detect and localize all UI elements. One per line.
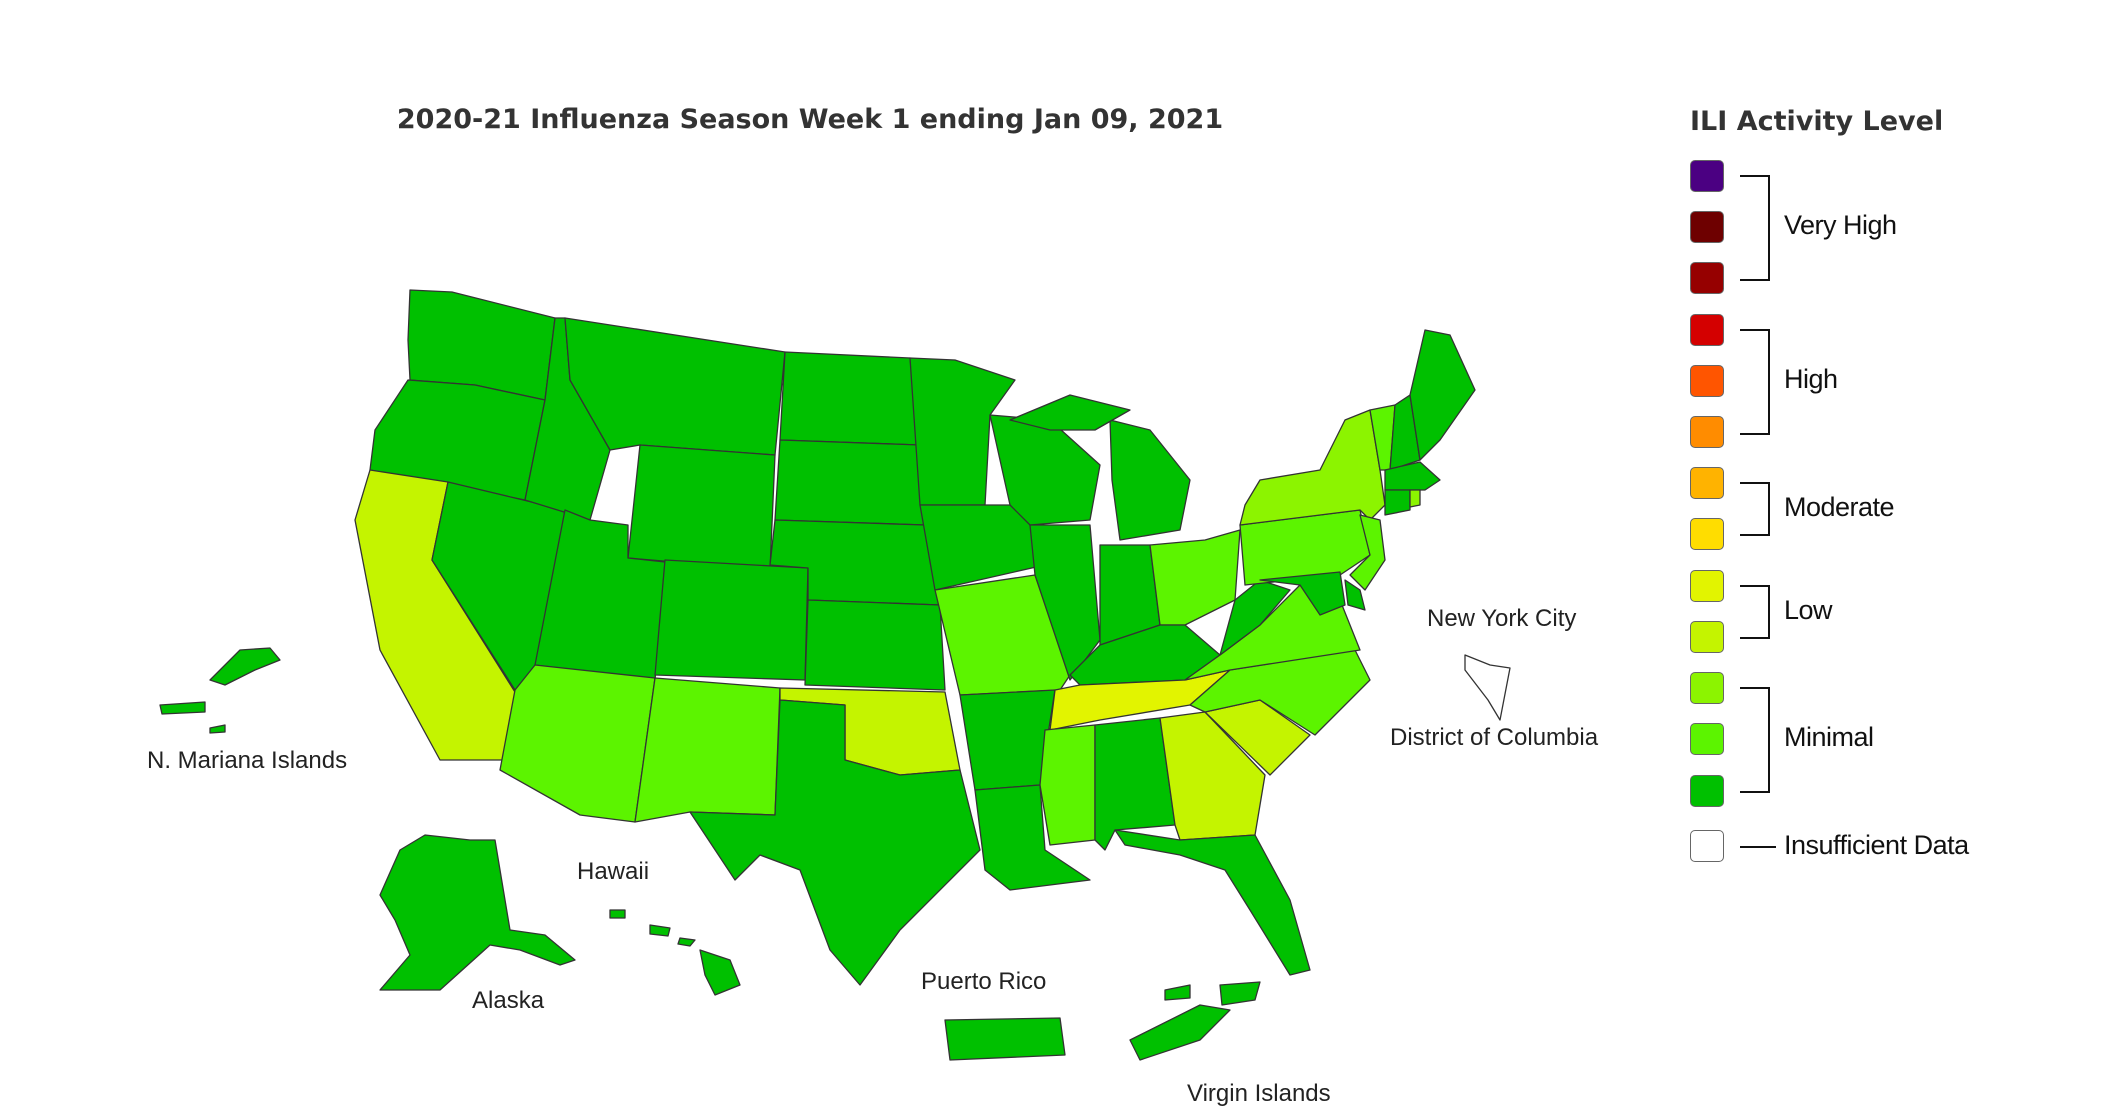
swatch-level-1 (1690, 775, 1724, 807)
swatch-level-6 (1690, 518, 1724, 550)
state-new-jersey[interactable] (1349, 514, 1386, 591)
swatch-level-13 (1690, 160, 1724, 192)
legend-label-high: High (1784, 364, 1838, 394)
dash-insufficient-data (1740, 846, 1776, 848)
state-ohio[interactable] (1149, 529, 1241, 626)
state-mariana[interactable] (159, 647, 281, 734)
legend: ILI Activity Level Very High High Modera… (1690, 100, 2110, 900)
state-mississippi[interactable] (1039, 724, 1096, 846)
label-hawaii: Hawaii (577, 858, 650, 885)
state-missouri[interactable] (934, 574, 1071, 696)
label-district-of-columbia: District of Columbia (1390, 724, 1599, 751)
legend-label-very-high: Very High (1784, 210, 1897, 240)
state-nyc[interactable] (1464, 654, 1511, 721)
legend-label-insufficient-data: Insufficient Data (1784, 830, 1969, 860)
map-title: 2020-21 Influenza Season Week 1 ending J… (396, 104, 1224, 135)
state-hawaii-islands[interactable] (609, 909, 696, 947)
state-michigan[interactable] (1109, 419, 1191, 541)
state-hawaii[interactable] (699, 949, 741, 996)
state-maryland[interactable] (1259, 571, 1346, 616)
swatch-level-3 (1690, 672, 1724, 704)
label-new-york-city: New York City (1427, 605, 1577, 632)
legend-title: ILI Activity Level (1690, 106, 1944, 137)
state-texas[interactable] (689, 699, 981, 986)
bracket-minimal (1740, 687, 1770, 793)
swatch-level-2 (1690, 723, 1724, 755)
state-puerto-rico[interactable] (944, 1017, 1066, 1061)
state-virgin-islands[interactable] (1129, 981, 1261, 1061)
bracket-moderate (1740, 482, 1770, 536)
label-alaska: Alaska (472, 987, 545, 1014)
state-delaware[interactable] (1344, 579, 1366, 611)
bracket-very-high (1740, 175, 1770, 281)
label-virgin-islands: Virgin Islands (1187, 1080, 1331, 1107)
swatch-level-8 (1690, 416, 1724, 448)
swatch-level-7 (1690, 467, 1724, 499)
label-n-mariana-islands: N. Mariana Islands (147, 747, 348, 774)
state-florida[interactable] (1114, 829, 1311, 976)
swatch-level-5 (1690, 570, 1724, 602)
legend-label-low: Low (1784, 595, 1833, 625)
state-new-mexico[interactable] (634, 677, 781, 823)
state-west-virginia[interactable] (1219, 579, 1291, 656)
swatch-insufficient-data (1690, 830, 1724, 862)
swatch-level-4 (1690, 621, 1724, 653)
bracket-low (1740, 585, 1770, 639)
swatch-level-10 (1690, 314, 1724, 346)
state-maine[interactable] (1409, 329, 1476, 461)
state-colorado[interactable] (654, 559, 809, 681)
state-kansas[interactable] (804, 599, 946, 691)
state-massachusetts[interactable] (1384, 461, 1441, 491)
label-puerto-rico: Puerto Rico (921, 968, 1047, 995)
state-south-dakota[interactable] (774, 439, 926, 526)
state-new-york[interactable] (1239, 409, 1386, 526)
state-arizona[interactable] (499, 664, 656, 823)
state-alaska[interactable] (379, 834, 576, 991)
state-rhode-island[interactable] (1409, 489, 1421, 508)
state-wyoming[interactable] (627, 444, 776, 571)
legend-label-moderate: Moderate (1784, 492, 1895, 522)
swatch-level-9 (1690, 365, 1724, 397)
legend-label-minimal: Minimal (1784, 722, 1874, 752)
state-michigan-up[interactable] (1009, 394, 1131, 431)
bracket-high (1740, 329, 1770, 435)
state-north-dakota[interactable] (779, 351, 921, 446)
swatch-level-12 (1690, 211, 1724, 243)
state-connecticut[interactable] (1384, 489, 1411, 516)
swatch-level-11 (1690, 262, 1724, 294)
